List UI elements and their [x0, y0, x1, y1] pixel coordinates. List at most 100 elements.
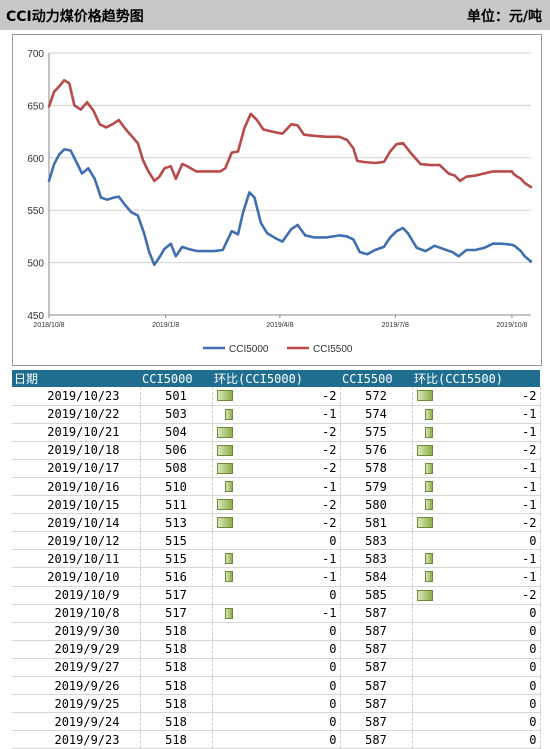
- cci5000-cell: 515: [140, 549, 213, 569]
- chg5000-cell-value: -2: [322, 443, 337, 458]
- date-cell: 2019/10/12: [12, 531, 141, 551]
- cci5500-cell-value: 575: [365, 425, 387, 440]
- table-row: 2019/9/24 518 0 587 0: [12, 712, 541, 732]
- cci5000-cell: 503: [140, 405, 213, 424]
- table-header-row: 日期 CCI5000 环比(CCI5000) CCI5500 环比(CCI550…: [12, 370, 540, 387]
- cci5500-cell-value: 587: [365, 696, 387, 711]
- change-bar: [416, 589, 433, 601]
- chg5500-cell-value: 0: [529, 660, 537, 675]
- cci5500-cell-value: 579: [365, 479, 387, 494]
- date-cell: 2019/10/17: [12, 459, 141, 478]
- cci5000-cell-value: 518: [165, 678, 187, 693]
- change-bar: [224, 480, 233, 492]
- date-cell-value: 2019/10/18: [47, 443, 120, 458]
- chg5500-cell: 0: [412, 676, 541, 696]
- change-bar: [224, 408, 233, 420]
- chg5000-cell: -1: [212, 477, 341, 497]
- cci5000-cell: 511: [140, 495, 213, 515]
- chg5000-cell: -2: [212, 441, 341, 460]
- cci5500-cell: 587: [340, 676, 413, 696]
- cci5000-cell-value: 510: [165, 479, 187, 494]
- cci5500-cell-value: 584: [365, 569, 387, 584]
- date-cell-value: 2019/9/23: [54, 732, 120, 747]
- cci5000-cell: 518: [140, 658, 213, 678]
- chg5000-cell-value: -1: [322, 606, 337, 621]
- x-tick-label: 2019/1/8: [152, 322, 179, 329]
- chg5500-cell: 0: [412, 640, 541, 659]
- unit-label: 单位：元/吨: [466, 9, 542, 25]
- chg5000-cell: 0: [212, 586, 341, 605]
- date-cell-value: 2019/9/27: [54, 660, 120, 675]
- chg5000-cell: 0: [212, 676, 341, 696]
- cci5500-cell: 576: [340, 441, 413, 460]
- legend-label: CCI5500: [313, 344, 353, 355]
- cci5000-cell: 517: [140, 586, 213, 605]
- chg5500-cell: 0: [412, 730, 541, 749]
- change-bar: [424, 571, 433, 583]
- cci5500-cell: 583: [340, 531, 413, 551]
- date-cell-value: 2019/9/24: [54, 714, 120, 729]
- cci5500-cell-value: 583: [365, 533, 387, 548]
- chg5000-cell-value: -2: [322, 425, 337, 440]
- date-cell-value: 2019/9/26: [54, 678, 120, 693]
- chg5500-cell: 0: [412, 531, 541, 551]
- table-row: 2019/10/22 503 -1 574 -1: [12, 405, 541, 424]
- chg5000-cell: 0: [212, 712, 341, 732]
- chg5500-cell: -1: [412, 459, 541, 478]
- change-bar: [416, 444, 433, 456]
- header-chg5500: 环比(CCI5500): [414, 372, 504, 386]
- date-cell-value: 2019/10/9: [54, 588, 120, 603]
- chg5500-cell: -2: [412, 586, 541, 605]
- cci5000-cell: 518: [140, 622, 213, 641]
- date-cell: 2019/9/25: [12, 694, 141, 714]
- cci5500-cell: 580: [340, 495, 413, 515]
- date-cell-value: 2019/10/15: [47, 497, 120, 512]
- chg5000-cell-value: 0: [329, 678, 337, 693]
- price-table-container: 日期 CCI5000 环比(CCI5000) CCI5500 环比(CCI550…: [12, 370, 541, 749]
- cci5000-cell-value: 511: [165, 497, 187, 512]
- cci5500-cell: 585: [340, 586, 413, 605]
- cci5500-cell: 583: [340, 549, 413, 569]
- date-cell-value: 2019/9/29: [54, 642, 120, 657]
- y-tick-label: 500: [27, 259, 44, 270]
- chg5500-cell: 0: [412, 622, 541, 641]
- cci5000-cell-value: 518: [165, 714, 187, 729]
- chg5000-cell: -1: [212, 405, 341, 424]
- chg5500-cell: -1: [412, 495, 541, 515]
- date-cell-value: 2019/10/22: [47, 407, 120, 422]
- cci5000-cell-value: 517: [165, 588, 187, 603]
- chg5000-cell-value: -2: [322, 461, 337, 476]
- chg5500-cell: -1: [412, 477, 541, 497]
- cci5500-cell: 572: [340, 387, 413, 406]
- cci5000-cell-value: 518: [165, 732, 187, 747]
- chg5500-cell: -1: [412, 405, 541, 424]
- chg5000-cell: -1: [212, 549, 341, 569]
- y-tick-label: 450: [27, 311, 44, 322]
- cci5000-cell-value: 513: [165, 515, 187, 530]
- change-bar: [424, 426, 433, 438]
- date-cell: 2019/9/26: [12, 676, 141, 696]
- price-table: 日期 CCI5000 环比(CCI5000) CCI5500 环比(CCI550…: [12, 370, 541, 749]
- cci5000-cell: 508: [140, 459, 213, 478]
- date-cell-value: 2019/10/10: [47, 569, 120, 584]
- chart-panel: 450 500 550 600 650 700 2018/10/8 2019/1/8 2019/…: [12, 34, 542, 366]
- chg5500-cell: 0: [412, 658, 541, 678]
- y-tick-label: 550: [27, 206, 44, 217]
- table-row: 2019/9/23 518 0 587 0: [12, 730, 541, 749]
- chg5000-cell: -2: [212, 513, 341, 533]
- chg5500-cell: -1: [412, 549, 541, 569]
- cci5000-cell: 510: [140, 477, 213, 497]
- chg5000-cell-value: -1: [322, 551, 337, 566]
- change-bar: [424, 408, 433, 420]
- change-bar: [216, 444, 233, 456]
- x-tick-label: 2019/4/8: [266, 322, 293, 329]
- chg5500-cell-value: 0: [529, 606, 537, 621]
- date-cell: 2019/9/23: [12, 730, 141, 749]
- chg5000-cell-value: -2: [322, 497, 337, 512]
- chg5500-cell-value: 0: [529, 678, 537, 693]
- chg5000-cell: 0: [212, 658, 341, 678]
- cci5500-cell: 575: [340, 423, 413, 442]
- chg5500-cell-value: 0: [529, 732, 537, 747]
- date-cell-value: 2019/10/12: [47, 533, 120, 548]
- chg5000-cell-value: 0: [329, 533, 337, 548]
